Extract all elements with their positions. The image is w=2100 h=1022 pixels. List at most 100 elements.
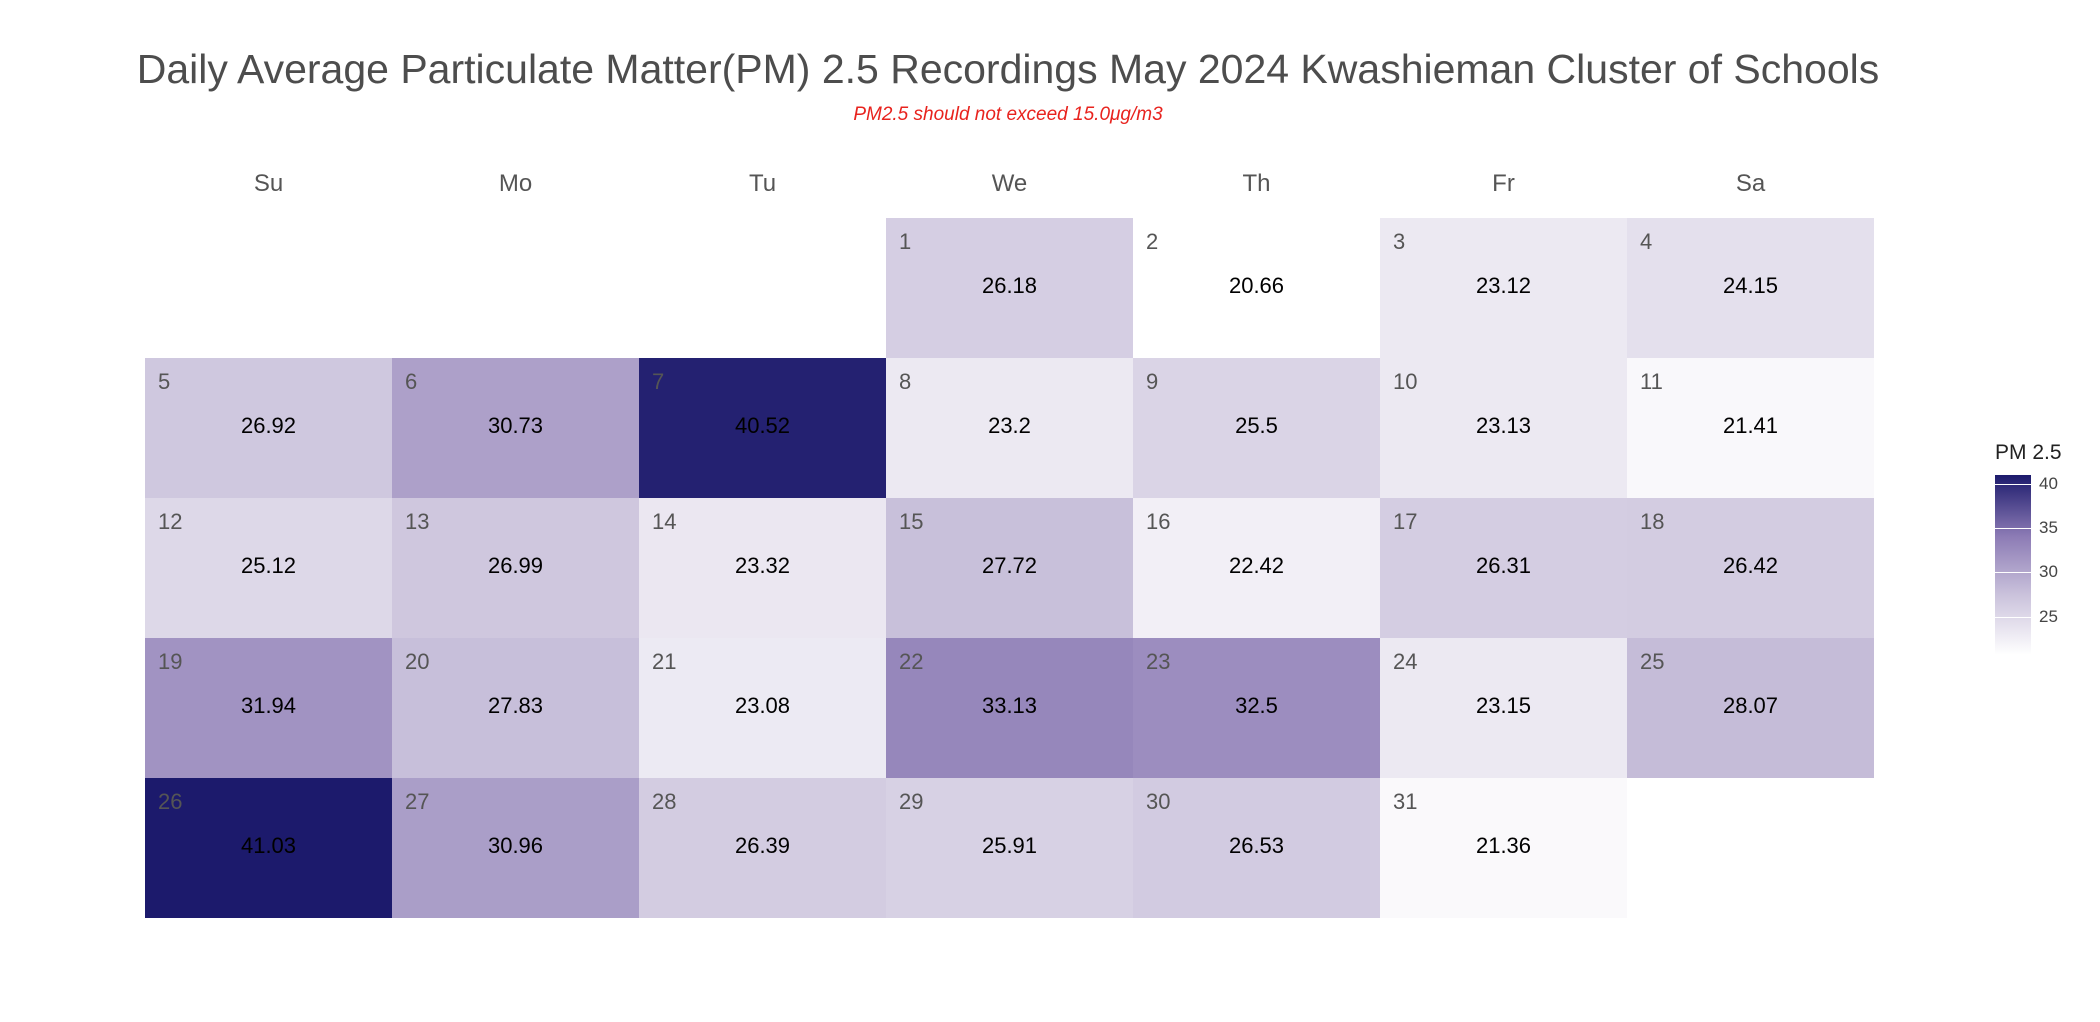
chart-subtitle: PM2.5 should not exceed 15.0μg/m3 — [853, 104, 1163, 125]
pm25-value-label: 26.92 — [240, 413, 297, 438]
day-cell: 10 23.13 — [1380, 358, 1627, 498]
day-number: 21 — [652, 649, 677, 674]
color-legend: PM 2.5 25 30 35 40 — [1995, 441, 2075, 671]
pm25-value-label: 28.07 — [1722, 693, 1779, 718]
day-number: 20 — [405, 649, 430, 674]
day-cell: 16 22.42 — [1133, 498, 1380, 638]
day-number: 15 — [899, 509, 924, 534]
day-cell: 6 30.73 — [392, 358, 639, 498]
pm25-value-label: 21.36 — [1475, 833, 1532, 858]
pm25-value-label: 25.5 — [1235, 413, 1278, 438]
pm25-value-label: 23.08 — [734, 693, 791, 718]
legend-tick-label: 25 — [2039, 606, 2058, 626]
weekday-header: Su — [253, 170, 284, 197]
weekday-header: Th — [1242, 170, 1271, 197]
weekday-header: We — [991, 170, 1028, 197]
day-number: 30 — [1146, 789, 1171, 814]
day-number: 28 — [652, 789, 677, 814]
day-cell: 22 33.13 — [886, 638, 1133, 778]
pm25-value-label: 22.42 — [1228, 553, 1285, 578]
day-cell: 27 30.96 — [392, 778, 639, 918]
day-cell: 30 26.53 — [1133, 778, 1380, 918]
legend-tick-mark — [1995, 572, 2031, 574]
day-number: 8 — [899, 369, 912, 394]
weekday-header: Mo — [498, 170, 533, 197]
day-cell: 26 41.03 — [145, 778, 392, 918]
day-number: 2 — [1146, 229, 1159, 254]
day-cell: 14 23.32 — [639, 498, 886, 638]
day-number: 12 — [158, 509, 183, 534]
legend-tick-label: 40 — [2039, 474, 2058, 494]
day-cell: 17 26.31 — [1380, 498, 1627, 638]
legend-color-bar — [1995, 475, 2031, 655]
pm25-value-label: 26.31 — [1475, 553, 1532, 578]
legend-title: PM 2.5 — [1995, 441, 2062, 464]
day-cell: 4 24.15 — [1627, 218, 1874, 358]
day-cell: 15 27.72 — [886, 498, 1133, 638]
day-cell: 25 28.07 — [1627, 638, 1874, 778]
legend-tick-label: 30 — [2039, 562, 2058, 582]
day-number: 18 — [1640, 509, 1665, 534]
day-number: 10 — [1393, 369, 1418, 394]
day-cell: 11 21.41 — [1627, 358, 1874, 498]
pm25-value-label: 33.13 — [981, 693, 1038, 718]
day-cell: 29 25.91 — [886, 778, 1133, 918]
pm25-value-label: 40.52 — [734, 413, 791, 438]
day-number: 14 — [652, 509, 677, 534]
day-cell: 3 23.12 — [1380, 218, 1627, 358]
pm25-value-label: 26.53 — [1228, 833, 1285, 858]
day-number: 26 — [158, 789, 183, 814]
day-cell: 28 26.39 — [639, 778, 886, 918]
day-number: 25 — [1640, 649, 1665, 674]
day-number: 7 — [652, 369, 665, 394]
legend-tick-mark — [1995, 484, 2031, 486]
pm25-value-label: 26.99 — [487, 553, 544, 578]
day-number: 6 — [405, 369, 418, 394]
pm25-value-label: 24.15 — [1722, 273, 1779, 298]
pm25-value-label: 27.72 — [981, 553, 1038, 578]
day-cell: 18 26.42 — [1627, 498, 1874, 638]
day-cell: 1 26.18 — [886, 218, 1133, 358]
pm25-value-label: 23.2 — [988, 413, 1031, 438]
day-number: 1 — [899, 229, 912, 254]
day-cell: 20 27.83 — [392, 638, 639, 778]
day-number: 3 — [1393, 229, 1406, 254]
day-cell: 5 26.92 — [145, 358, 392, 498]
day-cell: 9 25.5 — [1133, 358, 1380, 498]
pm25-value-label: 20.66 — [1228, 273, 1285, 298]
day-number: 23 — [1146, 649, 1171, 674]
pm25-value-label: 21.41 — [1722, 413, 1779, 438]
pm25-value-label: 26.42 — [1722, 553, 1779, 578]
day-number: 29 — [899, 789, 924, 814]
day-number: 13 — [405, 509, 430, 534]
day-cell: 12 25.12 — [145, 498, 392, 638]
day-number: 31 — [1393, 789, 1418, 814]
day-number: 4 — [1640, 229, 1653, 254]
day-number: 27 — [405, 789, 430, 814]
legend-tick-mark — [1995, 528, 2031, 530]
day-cell: 31 21.36 — [1380, 778, 1627, 918]
pm25-value-label: 23.15 — [1475, 693, 1532, 718]
weekday-header: Fr — [1492, 170, 1515, 197]
legend-tick-mark — [1995, 616, 2031, 618]
day-cell: 7 40.52 — [639, 358, 886, 498]
weekday-header: Sa — [1735, 170, 1766, 197]
day-number: 11 — [1640, 369, 1663, 394]
pm25-value-label: 32.5 — [1235, 693, 1278, 718]
day-number: 17 — [1393, 509, 1418, 534]
pm25-value-label: 26.39 — [734, 833, 791, 858]
day-number: 5 — [158, 369, 171, 394]
pm25-value-label: 41.03 — [240, 833, 297, 858]
weekday-header: Tu — [748, 170, 777, 197]
day-cell: 8 23.2 — [886, 358, 1133, 498]
pm25-value-label: 30.96 — [487, 833, 544, 858]
pm25-value-label: 27.83 — [487, 693, 544, 718]
day-cell: 21 23.08 — [639, 638, 886, 778]
pm25-value-label: 31.94 — [240, 693, 297, 718]
day-number: 19 — [158, 649, 183, 674]
pm25-value-label: 23.12 — [1475, 273, 1532, 298]
pm25-value-label: 26.18 — [981, 273, 1038, 298]
day-cell: 2 20.66 — [1133, 218, 1380, 358]
day-number: 9 — [1146, 369, 1159, 394]
day-cell: 24 23.15 — [1380, 638, 1627, 778]
